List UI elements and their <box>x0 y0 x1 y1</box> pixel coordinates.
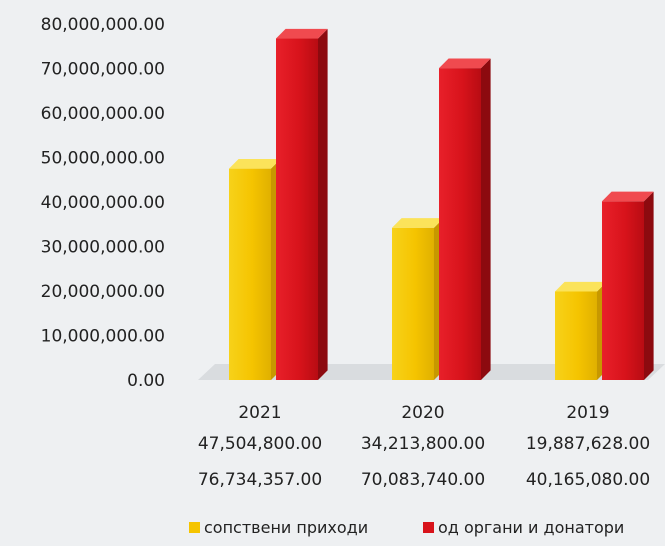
value-label: 70,083,740.00 <box>361 470 485 490</box>
bar <box>276 28 328 381</box>
legend-label: сопствени приходи <box>204 518 368 537</box>
bar-top <box>555 281 607 292</box>
bar-front <box>276 38 318 381</box>
bar <box>439 58 491 381</box>
bar-side <box>318 28 328 381</box>
value-label: 34,213,800.00 <box>361 434 485 454</box>
bar-front <box>229 168 271 380</box>
bar-top <box>276 28 328 39</box>
x-category-label: 2021 <box>238 403 281 423</box>
x-axis-categories: 2021 2020 2019 <box>238 403 609 423</box>
value-label: 76,734,357.00 <box>198 470 322 490</box>
bar-front <box>602 201 644 380</box>
bar-side <box>481 58 491 381</box>
legend-entry: сопствени приходи <box>189 518 368 537</box>
bar <box>602 191 654 380</box>
bar-top <box>439 58 491 69</box>
legend-swatch <box>189 522 200 533</box>
legend-swatch <box>423 522 434 533</box>
value-label: 40,165,080.00 <box>526 470 650 490</box>
bar-side <box>644 191 654 380</box>
bar-top <box>229 159 281 169</box>
y-tick-label: 40,000,000.00 <box>41 193 165 213</box>
y-tick-label: 80,000,000.00 <box>41 15 165 35</box>
legend-label: од органи и донатори <box>438 518 624 537</box>
y-tick-label: 50,000,000.00 <box>41 149 165 169</box>
bars <box>229 28 654 381</box>
bar <box>392 218 444 380</box>
y-tick-label: 60,000,000.00 <box>41 104 165 124</box>
x-category-label: 2019 <box>566 403 609 423</box>
x-category-label: 2020 <box>401 403 444 423</box>
y-tick-label: 0.00 <box>127 371 165 391</box>
y-tick-label: 30,000,000.00 <box>41 238 165 258</box>
value-label-table: 47,504,800.00 34,213,800.00 19,887,628.00 7… <box>198 434 650 490</box>
value-label: 47,504,800.00 <box>198 434 322 454</box>
y-axis: 0.00 10,000,000.00 20,000,000.00 30,000,000… <box>41 15 165 391</box>
y-tick-label: 70,000,000.00 <box>41 60 165 80</box>
y-tick-label: 20,000,000.00 <box>41 282 165 302</box>
bar <box>229 159 281 380</box>
bar-top <box>392 218 444 228</box>
bar-front <box>392 227 434 380</box>
bar <box>555 281 607 380</box>
legend-entry: од органи и донатори <box>423 518 624 537</box>
bar-top <box>602 191 654 202</box>
bar-front <box>555 291 597 380</box>
bar-front <box>439 68 481 381</box>
legend: сопствени приходи од органи и донатори <box>189 518 624 537</box>
value-label: 19,887,628.00 <box>526 434 650 454</box>
y-tick-label: 10,000,000.00 <box>41 327 165 347</box>
